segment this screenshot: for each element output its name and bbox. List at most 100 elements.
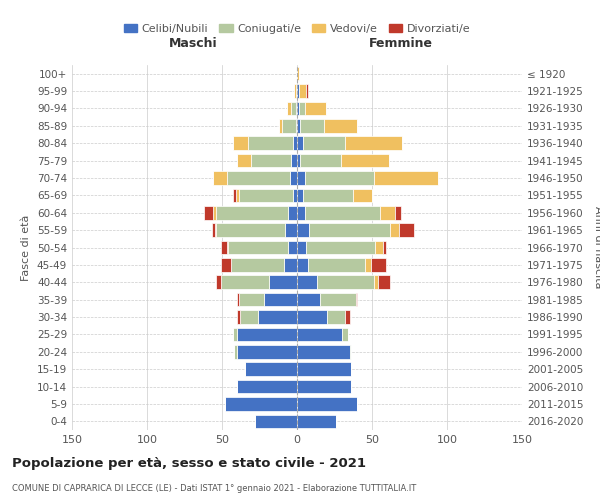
Bar (317, 276, 373, 289)
Bar (297, 293, 320, 306)
Legend: Celibi/Nubili, Coniugati/e, Vedovi/e, Divorziati/e: Celibi/Nubili, Coniugati/e, Vedovi/e, Di… (119, 20, 475, 38)
Bar (216, 206, 288, 220)
Bar (355, 293, 357, 306)
Bar (237, 310, 240, 324)
Bar (297, 380, 351, 394)
Bar (237, 345, 297, 358)
Bar (297, 258, 308, 272)
Bar (237, 154, 251, 168)
Bar (296, 119, 297, 132)
Bar (297, 119, 300, 132)
Bar (297, 84, 299, 98)
Bar (324, 119, 357, 132)
Bar (341, 154, 389, 168)
Bar (216, 276, 221, 289)
Text: Maschi: Maschi (169, 38, 218, 51)
Bar (228, 240, 288, 254)
Bar (233, 188, 235, 202)
Bar (291, 102, 296, 115)
Bar (258, 310, 297, 324)
Bar (227, 240, 228, 254)
Bar (297, 154, 300, 168)
Y-axis label: Anni di nascita: Anni di nascita (593, 206, 600, 289)
Bar (306, 240, 375, 254)
Bar (380, 206, 395, 220)
Bar (296, 84, 297, 98)
Bar (390, 224, 399, 237)
Bar (279, 119, 282, 132)
Bar (395, 206, 401, 220)
Bar (225, 397, 297, 410)
Bar (239, 188, 293, 202)
Bar (297, 136, 303, 150)
Bar (294, 84, 296, 98)
Bar (235, 188, 239, 202)
Bar (320, 293, 355, 306)
Bar (305, 102, 325, 115)
Bar (345, 136, 402, 150)
Bar (290, 171, 297, 185)
Bar (255, 414, 297, 428)
Bar (264, 293, 297, 306)
Bar (288, 240, 297, 254)
Bar (233, 136, 248, 150)
Bar (305, 171, 373, 185)
Bar (300, 119, 324, 132)
Bar (212, 224, 215, 237)
Bar (308, 258, 365, 272)
Bar (299, 102, 305, 115)
Bar (285, 224, 297, 237)
Bar (297, 240, 306, 254)
Bar (297, 224, 309, 237)
Bar (342, 328, 348, 341)
Bar (399, 224, 414, 237)
Bar (373, 276, 378, 289)
Bar (234, 345, 237, 358)
Bar (297, 362, 351, 376)
Bar (213, 171, 227, 185)
Bar (288, 206, 297, 220)
Bar (375, 240, 383, 254)
Bar (245, 362, 297, 376)
Bar (297, 206, 305, 220)
Bar (297, 310, 327, 324)
Bar (297, 328, 342, 341)
Bar (378, 276, 390, 289)
Bar (282, 119, 296, 132)
Y-axis label: Fasce di età: Fasce di età (22, 214, 31, 280)
Text: COMUNE DI CAPRARICA DI LECCE (LE) - Dati ISTAT 1° gennaio 2021 - Elaborazione TU: COMUNE DI CAPRARICA DI LECCE (LE) - Dati… (12, 484, 416, 493)
Bar (297, 345, 349, 358)
Bar (349, 345, 351, 358)
Bar (204, 206, 213, 220)
Bar (237, 380, 297, 394)
Bar (221, 240, 227, 254)
Bar (216, 224, 285, 237)
Bar (215, 224, 216, 237)
Bar (303, 136, 345, 150)
Bar (306, 84, 308, 98)
Bar (293, 136, 297, 150)
Text: Femmine: Femmine (368, 38, 433, 51)
Bar (297, 276, 317, 289)
Bar (296, 102, 297, 115)
Bar (305, 206, 380, 220)
Bar (309, 224, 390, 237)
Bar (221, 258, 231, 272)
Bar (345, 310, 349, 324)
Bar (297, 171, 305, 185)
Bar (221, 276, 269, 289)
Bar (213, 206, 216, 220)
Bar (231, 258, 284, 272)
Bar (300, 154, 341, 168)
Bar (287, 102, 291, 115)
Bar (293, 188, 297, 202)
Bar (291, 154, 297, 168)
Bar (248, 136, 293, 150)
Bar (284, 258, 297, 272)
Bar (373, 171, 438, 185)
Bar (297, 397, 357, 410)
Bar (233, 328, 237, 341)
Bar (353, 188, 372, 202)
Text: Popolazione per età, sesso e stato civile - 2021: Popolazione per età, sesso e stato civil… (12, 458, 366, 470)
Bar (237, 328, 297, 341)
